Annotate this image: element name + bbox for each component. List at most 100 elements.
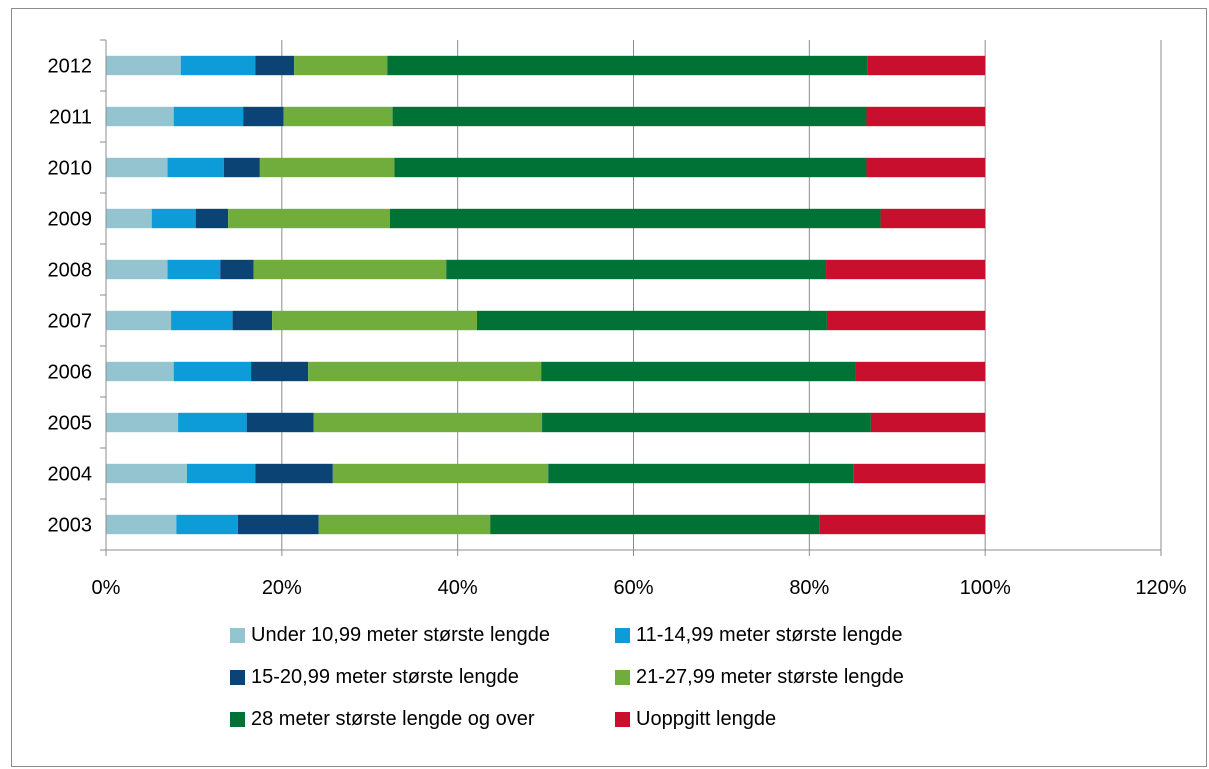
x-tick-label: 60% [613,577,653,599]
bar-segment-2007-s5 [826,310,986,331]
x-tick-label: 120% [1135,577,1186,599]
bar-segment-2003-s2 [237,514,319,535]
legend-item-15-20-99: 15-20,99 meter største lengde [230,666,519,689]
bar-segment-2005-s0 [106,412,179,433]
bar-segment-2006-s2 [251,361,309,382]
bar-segment-2009-s3 [228,208,390,229]
bar-segment-2012-s3 [294,55,388,76]
legend-swatch [230,670,245,685]
bar-segment-2008-s4 [446,259,827,280]
bar-segment-2011-s4 [392,106,867,127]
x-tick-label: 20% [262,577,302,599]
y-tick-labels: 2003 2004 2005 2006 2007 2008 2009 2010 2011 2012 [48,56,93,537]
legend-label: Uoppgitt lengde [636,708,777,730]
legend-swatch [615,712,630,727]
y-tick-label: 2010 [48,158,93,180]
y-tick-label: 2008 [48,260,93,282]
legend-label: 11-14,99 meter største lengde [636,624,903,646]
y-tick-label: 2009 [48,209,93,231]
bar-segment-2005-s5 [870,412,986,433]
y-tick-label: 2005 [48,413,93,435]
bar-segment-2008-s0 [106,259,168,280]
bar-segment-2005-s4 [542,412,871,433]
x-tick-labels: 0% 20% 40% 60% 80% 100% 120% [92,577,1187,599]
bar-segment-2008-s1 [167,259,221,280]
bar-segment-2003-s1 [176,514,238,535]
x-tick-label: 80% [789,577,829,599]
bar-segment-2003-s5 [819,514,986,535]
x-tick-label: 40% [438,577,478,599]
y-tick-label: 2004 [48,464,93,486]
axes [100,39,1162,556]
chart-frame [11,8,1207,767]
legend-swatch [615,628,630,643]
x-tick-label: 100% [960,577,1011,599]
y-tick-label: 2012 [48,56,93,78]
legend-item-11-14-99: 11-14,99 meter største lengde [615,624,902,647]
bar-segment-2008-s5 [826,259,986,280]
bar-segment-2011-s0 [106,106,174,127]
bar-segment-2004-s0 [106,463,187,484]
bar-segment-2007-s0 [106,310,172,331]
bar-segment-2009-s0 [106,208,152,229]
bar-segment-2011-s3 [283,106,393,127]
y-tick-label: 2003 [48,515,93,537]
bar-segment-2003-s4 [490,514,820,535]
bars [106,55,986,535]
bar-segment-2003-s0 [106,514,177,535]
legend-swatch [230,628,245,643]
bar-segment-2004-s1 [186,463,256,484]
bar-segment-2005-s3 [313,412,543,433]
bar-segment-2009-s2 [195,208,229,229]
legend-swatch [230,712,245,727]
bar-segment-2006-s1 [173,361,252,382]
legend-label: Under 10,99 meter største lengde [251,624,551,646]
bar-segment-2007-s3 [272,310,478,331]
y-tick-label: 2011 [49,107,92,129]
bar-segment-2005-s1 [178,412,247,433]
bar-segment-2008-s3 [253,259,447,280]
legend-item-under-10-99: Under 10,99 meter største lengde [230,624,550,647]
y-tick-label: 2007 [48,311,93,333]
bar-segment-2004-s2 [255,463,333,484]
bar-segment-2003-s3 [318,514,491,535]
bar-segment-2011-s2 [243,106,284,127]
bar-segment-2012-s1 [180,55,256,76]
bar-segment-2011-s5 [866,106,986,127]
bar-segment-2010-s5 [866,157,986,178]
bar-segment-2010-s2 [223,157,260,178]
bar-segment-2004-s4 [548,463,854,484]
x-tick-label: 0% [92,577,121,599]
legend-label: 21-27,99 meter største lengde [636,666,904,688]
legend-label: 28 meter største lengde og over [251,708,535,730]
legend-swatch [615,670,630,685]
bar-segment-2005-s2 [246,412,314,433]
bar-segment-2009-s5 [880,208,986,229]
legend-item-28-and-over: 28 meter største lengde og over [230,708,534,731]
bar-segment-2012-s4 [387,55,868,76]
y-tick-label: 2006 [48,362,93,384]
bar-segment-2009-s1 [151,208,196,229]
bar-segment-2008-s2 [220,259,254,280]
bar-segment-2010-s4 [394,157,867,178]
bar-segment-2010-s1 [167,157,224,178]
legend-item-21-27-99: 21-27,99 meter største lengde [615,666,904,689]
bar-segment-2006-s5 [855,361,986,382]
bar-segment-2012-s5 [867,55,986,76]
bar-segment-2006-s0 [106,361,174,382]
bar-segment-2006-s3 [308,361,542,382]
legend-label: 15-20,99 meter største lengde [251,666,519,688]
bar-segment-2004-s3 [332,463,549,484]
bar-segment-2004-s5 [853,463,986,484]
bar-segment-2007-s4 [477,310,827,331]
bar-segment-2012-s2 [255,55,295,76]
bar-segment-2007-s1 [171,310,233,331]
bar-segment-2010-s3 [259,157,395,178]
bar-segment-2006-s4 [541,361,856,382]
bar-segment-2010-s0 [106,157,168,178]
bar-segment-2012-s0 [106,55,181,76]
legend-item-uoppgitt: Uoppgitt lengde [615,708,776,731]
bar-segment-2007-s2 [232,310,273,331]
bar-segment-2009-s4 [389,208,881,229]
